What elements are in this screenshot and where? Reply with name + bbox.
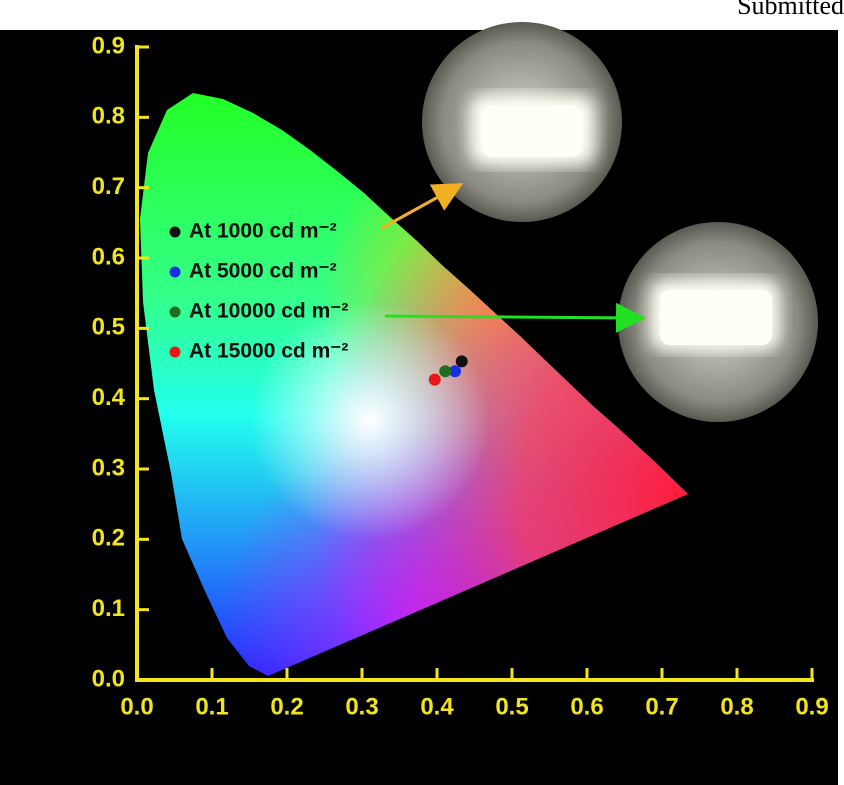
legend-marker	[170, 267, 181, 278]
legend-label: At 1000 cd m⁻²	[189, 220, 337, 243]
legend-marker	[170, 307, 181, 318]
point	[456, 355, 468, 367]
x-tick-label: 0.3	[345, 693, 378, 720]
x-tick-label: 0.5	[495, 693, 528, 720]
x-tick-label: 0.7	[645, 693, 678, 720]
photo-1	[422, 22, 622, 222]
watermark: Submitted	[737, 0, 844, 20]
y-tick-label: 0.2	[92, 525, 125, 552]
legend-label: At 10000 cd m⁻²	[189, 300, 348, 323]
legend-marker	[170, 227, 181, 238]
legend-label: At 5000 cd m⁻²	[189, 260, 337, 283]
legend-marker	[170, 347, 181, 358]
legend-label: At 15000 cd m⁻²	[189, 340, 348, 363]
x-tick-label: 0.1	[195, 693, 228, 720]
x-tick-label: 0.9	[795, 693, 828, 720]
x-tick-label: 0.6	[570, 693, 603, 720]
x-axis-label: CIE-X	[442, 750, 506, 777]
y-tick-label: 0.6	[92, 243, 125, 270]
y-tick-label: 0.9	[92, 32, 125, 59]
x-tick-label: 0.2	[270, 693, 303, 720]
x-tick-label: 0.4	[420, 693, 454, 720]
arrow	[385, 316, 640, 318]
y-tick-label: 0.8	[92, 103, 125, 130]
y-tick-label: 0.1	[92, 595, 125, 622]
y-tick-label: 0.5	[92, 314, 125, 341]
x-tick-label: 0.8	[720, 693, 753, 720]
photo-2	[618, 222, 818, 422]
point	[439, 365, 451, 377]
y-tick-label: 0.7	[92, 173, 125, 200]
y-tick-label: 0.0	[92, 665, 125, 692]
y-axis-label: CIE-Y	[15, 332, 42, 396]
chart: Submitted CIE-X CIE-Y 0.0 0.1 0.2 0.3 0.4 0.5…	[0, 0, 844, 785]
y-tick-label: 0.4	[92, 384, 126, 411]
x-tick-label: 0.0	[120, 693, 153, 720]
y-tick-label: 0.3	[92, 454, 125, 481]
top-strip	[0, 0, 844, 30]
point	[429, 374, 441, 386]
